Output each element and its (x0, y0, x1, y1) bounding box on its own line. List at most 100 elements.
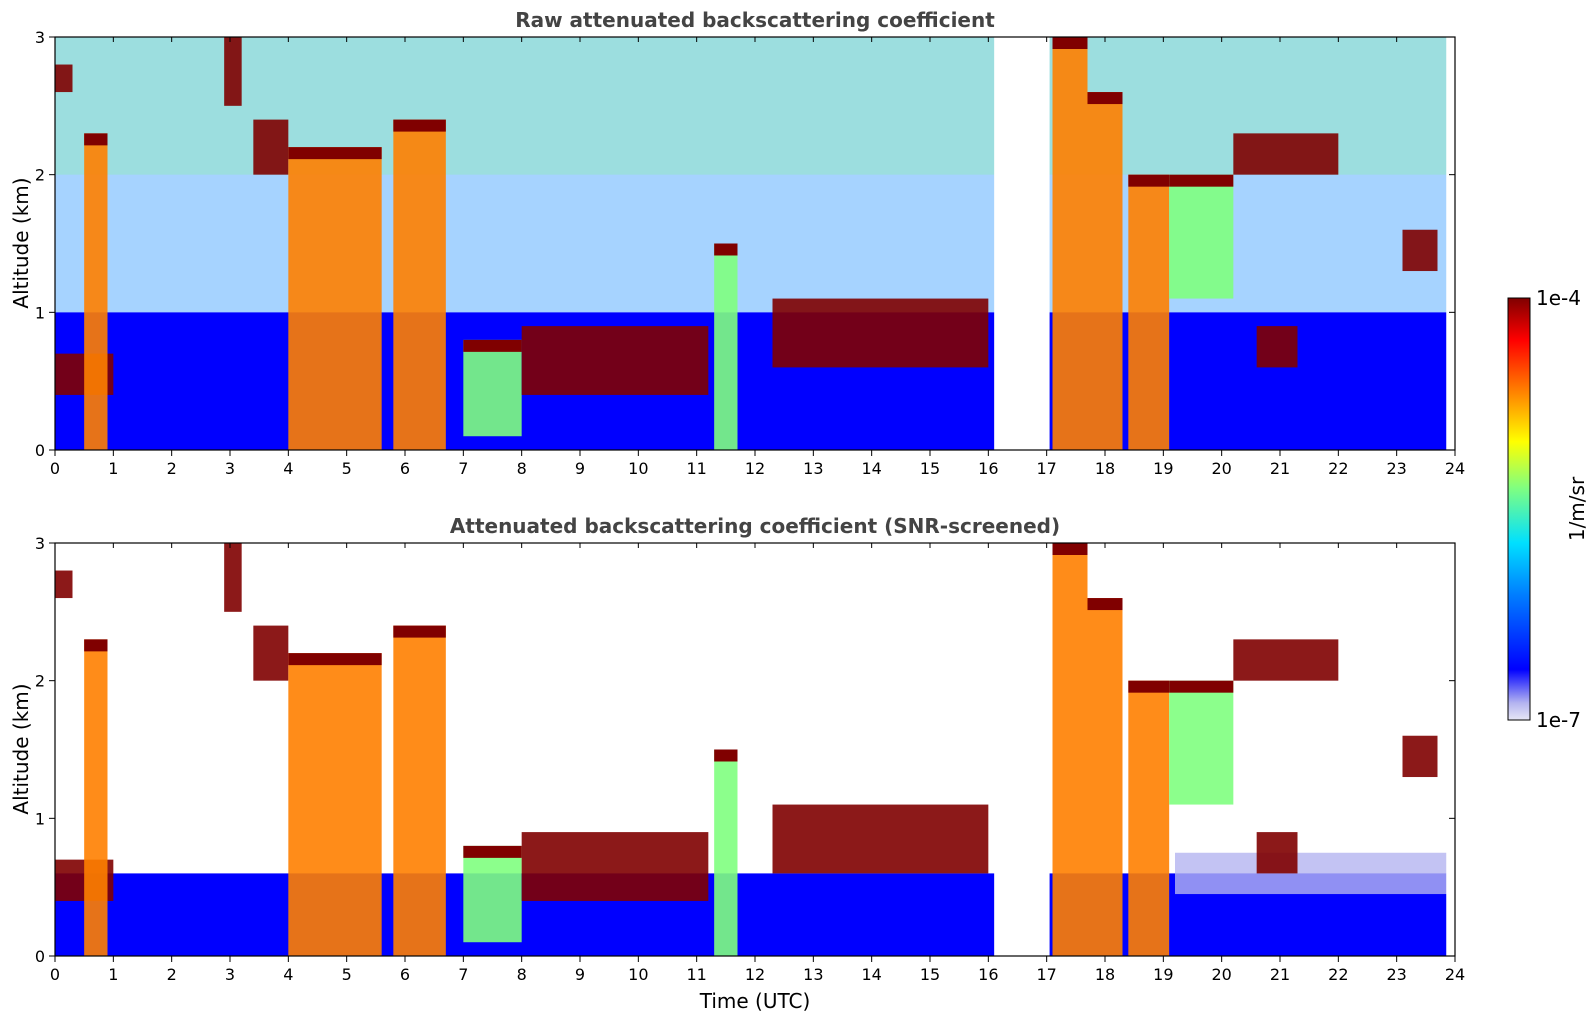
x-tick-label: 23 (1386, 965, 1406, 984)
x-tick-label: 7 (458, 459, 468, 478)
x-tick-label: 5 (342, 459, 352, 478)
cloud-layer-9 (714, 243, 738, 450)
cloud-layer-4 (253, 119, 289, 175)
cloud-top-7 (463, 339, 522, 352)
cloud-layer-11 (1052, 37, 1088, 450)
x-tick-label: 24 (1445, 965, 1465, 984)
cloud-layer-3 (224, 543, 242, 612)
x-tick-label: 17 (1036, 459, 1056, 478)
cloud-layer-11 (1052, 543, 1088, 956)
cloud-top-13 (1128, 680, 1170, 693)
cloud-top-11 (1052, 543, 1088, 555)
cloud-top-6 (393, 119, 446, 132)
x-axis-raw: 0 1 2 3 4 5 6 7 8 9 10 11 12 13 14 15 16 17 18 19 20 21 22 23 24 (50, 37, 1465, 478)
x-tick-label: 21 (1270, 965, 1290, 984)
cloud-layer-17 (1402, 735, 1438, 778)
x-tick-label: 1 (108, 965, 118, 984)
x-tick-label: 11 (686, 965, 706, 984)
x-tick-label: 3 (225, 965, 235, 984)
cloud-layer-6 (393, 625, 446, 956)
x-tick-label: 22 (1328, 459, 1348, 478)
x-tick-label: 6 (400, 459, 410, 478)
colorbar-min-label: 1e-7 (1536, 708, 1581, 732)
cloud-layer-16 (1256, 832, 1298, 874)
x-tick-label: 24 (1445, 459, 1465, 478)
x-tick-label: 7 (458, 965, 468, 984)
cloud-layer-12 (1087, 92, 1123, 450)
cloud-layer-0 (55, 570, 73, 599)
x-tick-label: 16 (978, 965, 998, 984)
x-tick-label: 12 (745, 459, 765, 478)
cloud-top-12 (1087, 598, 1123, 611)
y-tick-label: 3 (35, 534, 45, 553)
cloud-top-5 (288, 147, 382, 160)
x-tick-label: 3 (225, 459, 235, 478)
cloud-top-14 (1169, 174, 1234, 187)
data-gap (994, 37, 1050, 450)
x-tick-label: 8 (517, 965, 527, 984)
x-tick-label: 23 (1386, 459, 1406, 478)
x-tick-label: 19 (1153, 965, 1173, 984)
cloud-layer-15 (1233, 639, 1339, 681)
y-axis-raw: 0 1 2 3 (35, 28, 1455, 460)
x-tick-label: 15 (920, 459, 940, 478)
boundary-layer-signal (55, 312, 1455, 450)
x-tick-label: 18 (1095, 965, 1115, 984)
x-tick-label: 4 (283, 459, 293, 478)
screened-backscatter-heatmap (55, 543, 1455, 956)
cloud-layer-2 (84, 639, 108, 956)
cloud-layer-13 (1128, 174, 1170, 450)
snr-screened-panel: Attenuated backscattering coefficient (S… (9, 514, 1465, 1013)
cloud-top-6 (393, 625, 446, 638)
x-tick-label: 6 (400, 965, 410, 984)
x-tick-label: 1 (108, 459, 118, 478)
cloud-layer-0 (55, 64, 73, 93)
cloud-top-9 (714, 243, 738, 256)
cloud-layer-17 (1402, 229, 1438, 272)
cloud-layer-16 (1256, 326, 1298, 368)
cloud-top-7 (463, 845, 522, 858)
cloud-layer-15 (1233, 133, 1339, 175)
cloud-layer-10 (772, 804, 989, 874)
x-tick-label: 10 (628, 459, 648, 478)
cloud-layer-7 (463, 845, 522, 943)
x-tick-label: 22 (1328, 965, 1348, 984)
x-tick-label: 5 (342, 965, 352, 984)
x-tick-label: 2 (167, 459, 177, 478)
y-axis-label-raw: Altitude (km) (9, 177, 33, 308)
cloud-top-5 (288, 653, 382, 666)
cloud-layer-14 (1169, 680, 1234, 805)
cloud-layer-8 (521, 326, 709, 395)
x-tick-label: 17 (1036, 965, 1056, 984)
colorbar-max-label: 1e-4 (1536, 286, 1581, 310)
cloud-top-11 (1052, 37, 1088, 49)
cloud-layer-5 (288, 653, 382, 956)
x-axis-label: Time (UTC) (699, 989, 811, 1013)
raw-backscatter-heatmap (55, 37, 1455, 450)
colorbar: 1e-4 1e-7 1/m/sr (1507, 286, 1589, 732)
colorbar-scale (1507, 297, 1531, 721)
no-data-end (1446, 37, 1455, 450)
x-tick-label: 9 (575, 965, 585, 984)
x-tick-label: 8 (517, 459, 527, 478)
y-tick-label: 2 (35, 672, 45, 691)
x-tick-label: 15 (920, 965, 940, 984)
aerosol-haze (1175, 852, 1455, 895)
x-tick-label: 12 (745, 965, 765, 984)
x-tick-label: 11 (686, 459, 706, 478)
cloud-layer-6 (393, 119, 446, 450)
x-tick-label: 16 (978, 459, 998, 478)
x-tick-label: 18 (1095, 459, 1115, 478)
cloud-top-14 (1169, 680, 1234, 693)
panel-title-raw: Raw attenuated backscattering coefficien… (515, 8, 995, 32)
cloud-layer-8 (521, 832, 709, 901)
x-tick-label: 13 (803, 459, 823, 478)
cloud-layer-2 (84, 133, 108, 450)
y-tick-label: 3 (35, 28, 45, 47)
cloud-layer-13 (1128, 680, 1170, 956)
x-tick-label: 20 (1211, 965, 1231, 984)
y-tick-label: 1 (35, 303, 45, 322)
x-tick-label: 10 (628, 965, 648, 984)
no-data-end (1446, 543, 1455, 956)
